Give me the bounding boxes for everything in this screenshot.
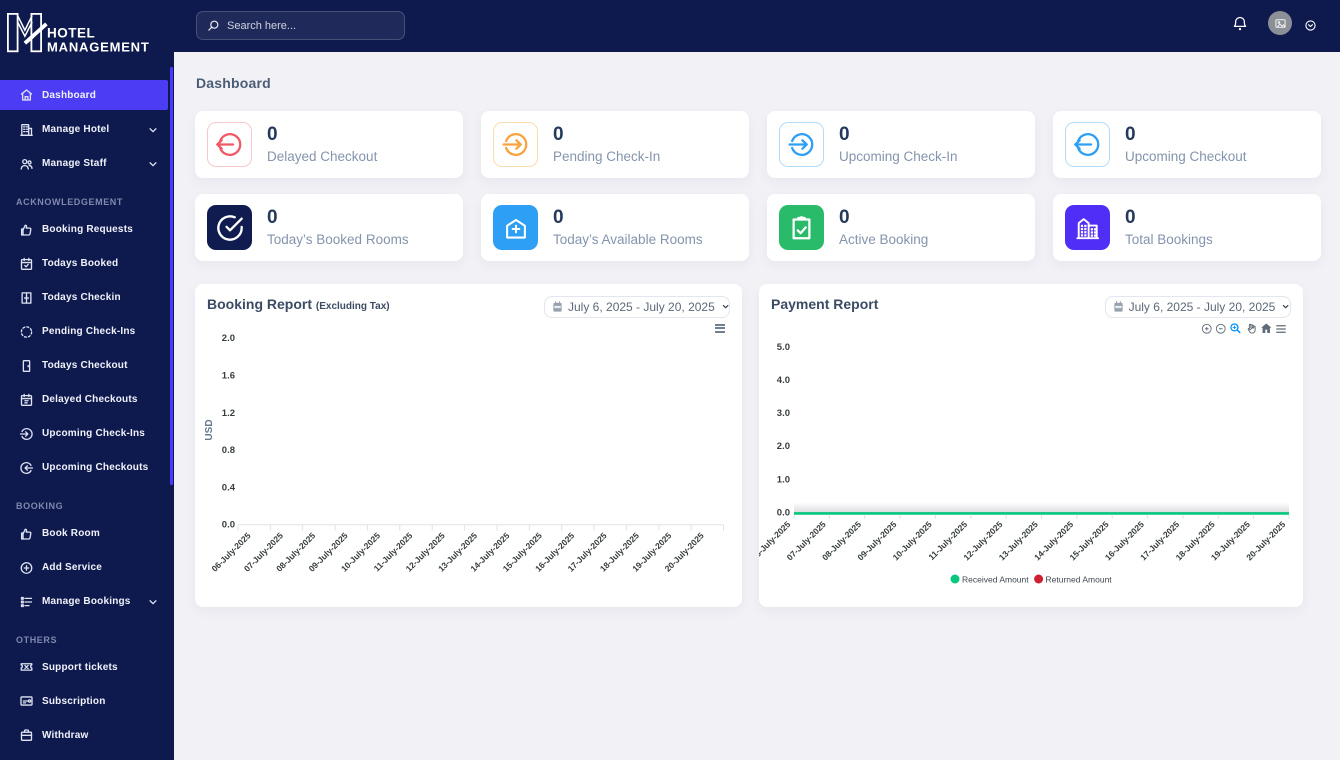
svg-text:2.0: 2.0 (222, 333, 235, 344)
svg-text:5.0: 5.0 (777, 342, 790, 353)
svg-text:0.0: 0.0 (777, 507, 790, 518)
svg-text:2.0: 2.0 (777, 441, 790, 452)
svg-text:USD: USD (204, 419, 215, 440)
svg-text:0.4: 0.4 (222, 482, 236, 493)
svg-text:Returned Amount: Returned Amount (1046, 575, 1113, 585)
svg-text:Received Amount: Received Amount (962, 575, 1029, 585)
svg-text:HOTEL: HOTEL (47, 26, 95, 41)
svg-text:3.0: 3.0 (777, 408, 790, 419)
svg-text:0.8: 0.8 (222, 445, 235, 456)
svg-text:1.0: 1.0 (777, 474, 790, 485)
svg-text:4.0: 4.0 (777, 375, 790, 386)
svg-text:0.0: 0.0 (222, 520, 235, 531)
svg-text:MANAGEMENT: MANAGEMENT (47, 40, 150, 55)
svg-text:1.6: 1.6 (222, 371, 235, 382)
svg-text:1.2: 1.2 (222, 408, 235, 419)
